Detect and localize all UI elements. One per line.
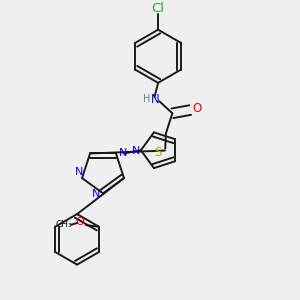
Text: N: N: [92, 189, 101, 199]
Text: O: O: [193, 102, 202, 115]
Text: Cl: Cl: [152, 2, 165, 15]
Text: S: S: [155, 146, 162, 159]
Text: H: H: [143, 94, 150, 104]
Text: CH₃: CH₃: [56, 220, 72, 229]
Text: N: N: [75, 167, 83, 177]
Text: N: N: [131, 146, 140, 156]
Text: N: N: [151, 93, 160, 106]
Text: O: O: [75, 217, 84, 227]
Text: N: N: [119, 148, 127, 158]
